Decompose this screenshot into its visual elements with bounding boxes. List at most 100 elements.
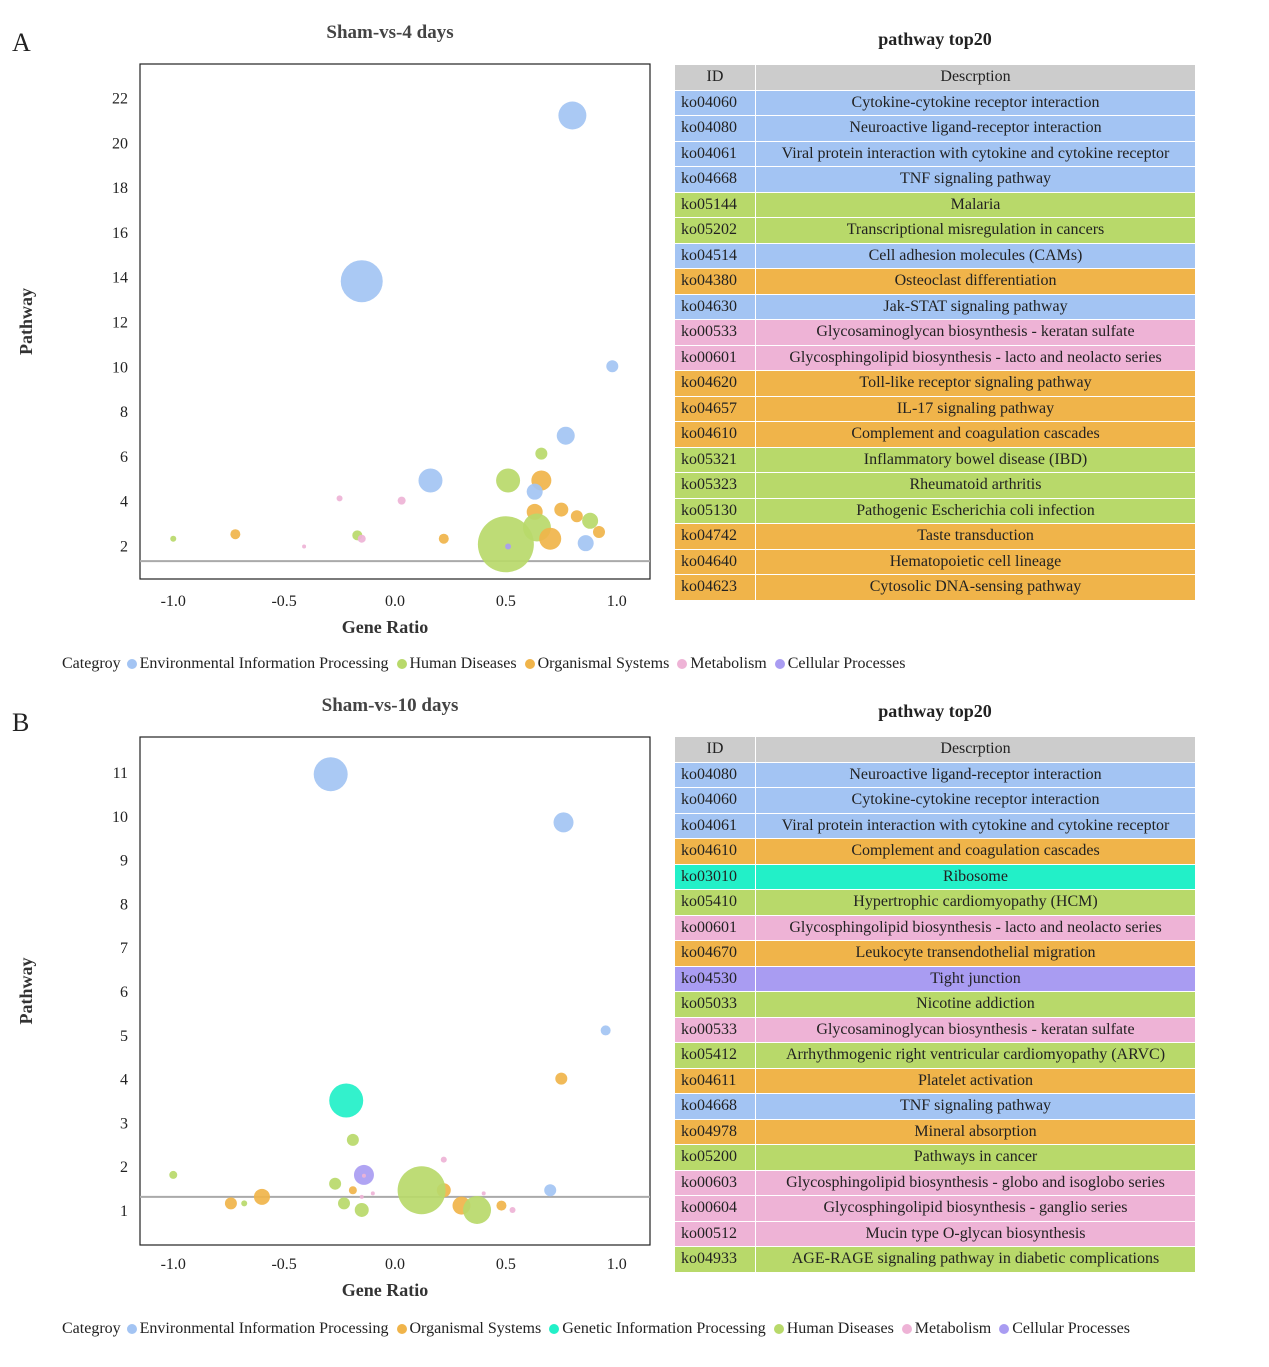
table-row: ko04620 Toll-like receptor signaling path…	[675, 370, 1195, 397]
data-point-bubble	[230, 529, 241, 540]
y-tick-label: 2	[120, 1159, 128, 1176]
data-point-bubble	[600, 1025, 611, 1036]
legend-a: Categroy Environmental Information Proces…	[62, 655, 913, 673]
x-tick-label: -1.0	[161, 593, 186, 610]
y-tick-label: 4	[120, 494, 128, 511]
legend-item: Metabolism	[677, 655, 767, 673]
pathway-description: Glycosphingolipid biosynthesis - ganglio…	[755, 1195, 1195, 1222]
pathway-description: Platelet activation	[755, 1068, 1195, 1094]
pathway-id: ko00512	[675, 1221, 756, 1247]
data-point-bubble	[313, 757, 348, 792]
legend-dot-icon	[396, 659, 407, 669]
bubble-chart-sham-vs-4-days: Sham-vs-4 days 2 4 6 8 10 12 14 16 18 20 22 -1.0 -0.5…	[16, 22, 651, 637]
pathway-id: ko04080	[675, 762, 756, 788]
y-tick-label: 7	[120, 940, 128, 957]
data-point-bubble	[359, 1194, 364, 1199]
data-point-bubble	[340, 260, 383, 303]
pathway-description: Leukocyte transendothelial migration	[755, 940, 1195, 967]
data-point-bubble	[554, 502, 569, 517]
y-tick-label: 1	[120, 1203, 128, 1220]
pathway-description: Cell adhesion molecules (CAMs)	[755, 243, 1195, 269]
y-tick-label: 11	[113, 765, 128, 782]
pathway-id: ko04670	[675, 940, 756, 967]
x-tick-label: 0.5	[496, 1256, 516, 1273]
pathway-description: TNF signaling pathway	[755, 166, 1195, 193]
x-tick-label: 1.0	[607, 593, 627, 610]
data-point-bubble	[440, 1156, 447, 1163]
table-row: ko04610 Complement and coagulation cascad…	[675, 421, 1195, 448]
pathway-id: ko05130	[675, 498, 756, 524]
data-point-bubble	[593, 525, 605, 538]
legend-b: Categroy Environmental Information Proces…	[62, 1320, 1138, 1338]
x-axis-label: Gene Ratio	[342, 1280, 428, 1300]
pathway-description: Neuroactive ligand-receptor interaction	[755, 762, 1195, 788]
chart-title: Sham-vs-4 days	[326, 22, 453, 43]
pathway-id: ko05200	[675, 1144, 756, 1171]
legend-label: Human Diseases	[409, 655, 517, 672]
y-tick-label: 16	[112, 225, 128, 242]
data-point-bubble	[477, 516, 534, 573]
pathway-description: Complement and coagulation cascades	[755, 421, 1195, 448]
pathway-id: ko04640	[675, 549, 756, 575]
table-row: ko04380 Osteoclast differentiation	[675, 268, 1195, 295]
y-axis-label: Pathway	[16, 958, 36, 1025]
table-row: ko04080 Neuroactive ligand-receptor inter…	[675, 115, 1195, 142]
pathway-description: Osteoclast differentiation	[755, 268, 1195, 295]
pathway-id: ko05033	[675, 991, 756, 1018]
pathway-description: Glycosphingolipid biosynthesis - lacto a…	[755, 345, 1195, 371]
header-id: ID	[675, 737, 756, 763]
chart-title: Sham-vs-10 days	[322, 695, 459, 716]
y-tick-label: 20	[112, 135, 128, 152]
table-title-b: pathway top20	[878, 701, 992, 721]
header-id: ID	[675, 65, 756, 91]
table-row: ko05321 Inflammatory bowel disease (IBD)	[675, 447, 1195, 473]
pathway-id: ko05410	[675, 889, 756, 916]
pathway-id: ko04610	[675, 838, 756, 865]
legend-item: Organismal Systems	[524, 655, 669, 673]
legend-dot-icon	[901, 1324, 912, 1334]
legend-dot-icon	[999, 1324, 1010, 1334]
y-tick-label: 6	[120, 449, 128, 466]
table-row: ko04610 Complement and coagulation cascad…	[675, 838, 1195, 865]
y-tick-label: 10	[112, 809, 128, 826]
bubble-chart-sham-vs-10-days: Sham-vs-10 days 1 2 3 4 5 6 7 8 9 10 11 -1.0 -0.5 0.0 0…	[16, 695, 651, 1300]
y-tick-label: 18	[112, 180, 128, 197]
table-row: ko04530 Tight junction	[675, 966, 1195, 992]
pathway-description: Glycosphingolipid biosynthesis - lacto a…	[755, 915, 1195, 941]
table-row: ko04668 TNF signaling pathway	[675, 166, 1195, 193]
table-row: ko04623 Cytosolic DNA-sensing pathway	[675, 574, 1195, 601]
x-tick-label: -0.5	[271, 593, 296, 610]
pathway-description: Neuroactive ligand-receptor interaction	[755, 115, 1195, 142]
data-point-bubble	[539, 527, 562, 550]
pathway-description: Mucin type O-glycan biosynthesis	[755, 1221, 1195, 1247]
pathway-description: AGE-RAGE signaling pathway in diabetic c…	[755, 1246, 1195, 1273]
data-point-bubble	[526, 483, 543, 500]
x-tick-label: 1.0	[607, 1256, 627, 1273]
legend-dot-icon	[773, 1324, 784, 1334]
pathway-id: ko04668	[675, 1093, 756, 1120]
data-point-bubble	[224, 1197, 237, 1210]
pathway-description: Glycosaminoglycan biosynthesis - keratan…	[755, 1017, 1195, 1043]
y-tick-label: 4	[120, 1072, 128, 1089]
legend-label: Metabolism	[690, 655, 767, 672]
pathway-description: Arrhythmogenic right ventricular cardiom…	[755, 1042, 1195, 1069]
table-row: ko05410 Hypertrophic cardiomyopathy (HCM)	[675, 889, 1195, 916]
legend-dot-icon	[524, 659, 535, 669]
table-row: ko04657 IL-17 signaling pathway	[675, 396, 1195, 422]
table-row: ko03010 Ribosome	[675, 864, 1195, 890]
legend-item: Organismal Systems	[396, 1320, 541, 1338]
pathway-id: ko03010	[675, 864, 756, 890]
y-tick-label: 9	[120, 853, 128, 870]
pathway-description: Tight junction	[755, 966, 1195, 992]
pathway-id: ko05412	[675, 1042, 756, 1069]
pathway-id: ko05323	[675, 472, 756, 499]
pathway-id: ko04933	[675, 1246, 756, 1273]
header-description: Descrption	[755, 65, 1195, 91]
table-row: ko00603 Glycosphingolipid biosynthesis - …	[675, 1170, 1195, 1196]
table-row: ko00512 Mucin type O-glycan biosynthesis	[675, 1221, 1195, 1247]
legend-label: Cellular Processes	[787, 655, 906, 672]
pathway-id: ko04060	[675, 787, 756, 814]
pathway-description: Pathways in cancer	[755, 1144, 1195, 1171]
pathway-id: ko00601	[675, 915, 756, 941]
table-row: ko00533 Glycosaminoglycan biosynthesis - …	[675, 319, 1195, 346]
